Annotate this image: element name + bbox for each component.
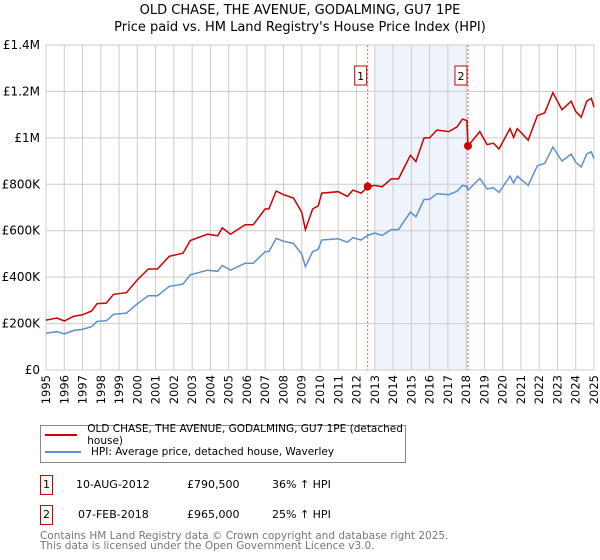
sale-price: £790,500 [187, 478, 240, 491]
legend-label-property: OLD CHASE, THE AVENUE, GODALMING, GU7 1P… [87, 423, 403, 447]
sale-hpi-diff: 36% ↑ HPI [272, 478, 331, 491]
x-tick-label: 2008 [276, 375, 290, 404]
x-tick-label: 2019 [477, 375, 491, 404]
plot-border [45, 44, 595, 371]
shaded-period [374, 45, 468, 370]
y-tick-label: £0 [25, 363, 40, 377]
x-tick-label: 2022 [532, 375, 546, 404]
y-tick-label: £1.2M [3, 84, 40, 98]
chart-title: OLD CHASE, THE AVENUE, GODALMING, GU7 1P… [139, 3, 461, 18]
sale-date: 10-AUG-2012 [76, 478, 150, 491]
sale-hpi-diff: 25% ↑ HPI [272, 508, 331, 521]
x-tick-label: 1998 [94, 375, 108, 404]
sale-number: 1 [40, 475, 53, 495]
x-tick-label: 1999 [112, 375, 126, 404]
legend-swatch-hpi [45, 451, 81, 453]
legend-swatch-property [45, 434, 78, 436]
sale-label-number: 2 [457, 70, 464, 83]
x-tick-label: 2025 [587, 375, 600, 404]
y-tick-label: £200K [2, 317, 42, 331]
footer-copyright: Contains HM Land Registry data © Crown c… [40, 530, 449, 542]
x-tick-label: 2018 [459, 375, 473, 404]
x-tick-label: 2002 [167, 375, 181, 404]
sale-date: 07-FEB-2018 [78, 508, 149, 521]
x-tick-label: 2020 [496, 375, 510, 404]
sale-number: 2 [40, 505, 53, 525]
x-tick-label: 2006 [240, 375, 254, 404]
x-tick-label: 2024 [569, 375, 583, 404]
legend-item-property: OLD CHASE, THE AVENUE, GODALMING, GU7 1P… [45, 423, 405, 447]
x-tick-label: 2015 [404, 375, 418, 404]
x-tick-label: 2005 [222, 375, 236, 404]
x-tick-label: 2016 [423, 375, 437, 404]
legend-item-hpi: HPI: Average price, detached house, Wave… [45, 444, 334, 460]
series-line-property [45, 90, 595, 322]
x-tick-label: 2014 [386, 375, 400, 404]
chart-subtitle: Price paid vs. HM Land Registry's House … [114, 20, 486, 35]
sale-label-box [454, 65, 468, 86]
plot-area: £0 £200K £400K £600K £800K £1M £1.2M £1.4M 1995 1… [2, 38, 600, 404]
y-tick-label: £800K [2, 177, 42, 191]
x-tick-label: 2023 [550, 375, 564, 404]
x-tick-label: 2012 [350, 375, 364, 404]
legend-label-hpi: HPI: Average price, detached house, Wave… [91, 446, 335, 458]
sale-label-box [354, 65, 368, 86]
x-tick-label: 1996 [57, 375, 71, 404]
footer-licence: This data is licensed under the Open Gov… [40, 540, 375, 552]
x-tick-label: 2011 [331, 375, 345, 404]
x-tick-label: 2010 [313, 375, 327, 404]
x-tick-label: 2017 [441, 375, 455, 404]
y-tick-label: £400K [2, 270, 42, 284]
y-tick-label: £600K [2, 224, 42, 238]
series-line-hpi [45, 145, 595, 335]
x-tick-label: 2021 [514, 375, 528, 404]
x-tick-label: 1997 [76, 375, 90, 404]
legend: OLD CHASE, THE AVENUE, GODALMING, GU7 1P… [40, 423, 406, 463]
sale-price: £965,000 [187, 508, 240, 521]
x-tick-label: 2003 [185, 375, 199, 404]
y-tick-label: £1.4M [3, 38, 40, 52]
x-tick-label: 2007 [258, 375, 272, 404]
x-tick-label: 2004 [203, 375, 217, 404]
x-tick-label: 2009 [295, 375, 309, 404]
x-tick-label: 1995 [39, 375, 53, 404]
sale-point [363, 182, 372, 191]
sale-label-number: 1 [357, 70, 364, 83]
x-tick-label: 2000 [130, 375, 144, 404]
x-tick-label: 2013 [368, 375, 382, 404]
y-tick-label: £1M [14, 131, 40, 145]
x-tick-label: 2001 [149, 375, 163, 404]
sale-point [463, 141, 472, 150]
